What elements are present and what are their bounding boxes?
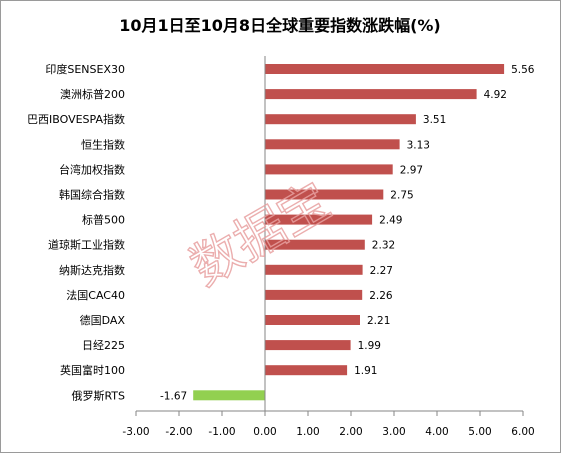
value-label-6: 2.49 [379, 215, 402, 227]
value-label-group: 5.56 4.92 3.51 3.13 2.97 2.75 2.49 2.32 2.27 2.26… [160, 64, 535, 402]
x-tick-label-5: 2.00 [339, 426, 362, 438]
value-label-13: -1.67 [160, 390, 187, 402]
bar-13 [193, 390, 265, 401]
x-axis: -3.00 -2.00 -1.00 0.00 1.00 2.00 3.00 4.00 5.00 6… [122, 410, 535, 438]
bar-8 [265, 264, 363, 275]
value-label-2: 3.51 [423, 114, 446, 126]
value-label-1: 4.92 [484, 89, 507, 101]
category-label-7: 道琼斯工业指数 [48, 238, 125, 252]
x-tick-label-3: 0.00 [253, 426, 276, 438]
category-label-11: 日经225 [82, 339, 125, 352]
bar-0 [265, 64, 505, 74]
value-label-10: 2.21 [367, 315, 390, 327]
value-label-12: 1.91 [354, 365, 377, 377]
bar-group [193, 64, 505, 401]
bar-4 [265, 164, 393, 175]
category-label-2: 巴西IBOVESPA指数 [27, 112, 125, 126]
value-label-3: 3.13 [407, 139, 430, 151]
x-tick-label-9: 6.00 [511, 426, 534, 438]
value-label-9: 2.26 [369, 290, 393, 302]
value-label-11: 1.99 [358, 340, 381, 352]
value-label-7: 2.32 [372, 240, 395, 252]
category-label-8: 纳斯达克指数 [59, 263, 125, 277]
value-label-0: 5.56 [511, 64, 535, 76]
chart-title: 10月1日至10月8日全球重要指数涨跌幅(%) [119, 16, 440, 35]
bar-6 [265, 214, 373, 225]
x-tick-label-8: 5.00 [468, 426, 491, 438]
x-tick-label-2: -1.00 [208, 426, 235, 438]
category-label-10: 德国DAX [80, 313, 126, 327]
category-label-group: 印度SENSEX30 澳洲标普200 巴西IBOVESPA指数恒生指数台湾加权指数韩… [27, 62, 125, 402]
category-label-12: 英国富时100 [60, 363, 125, 377]
category-label-3: 恒生指数 [81, 137, 125, 151]
value-label-5: 2.75 [390, 190, 413, 202]
bar-10 [265, 315, 360, 325]
bar-3 [265, 139, 400, 150]
bar-9 [265, 289, 363, 300]
category-label-9: 法国CAC40 [66, 288, 125, 302]
category-label-6: 标普500 [82, 213, 125, 227]
x-tick-label-4: 1.00 [296, 426, 319, 438]
bar-12 [265, 365, 348, 376]
value-label-4: 2.97 [400, 164, 423, 176]
category-label-5: 韩国综合指数 [59, 188, 125, 202]
x-tick-label-7: 4.00 [425, 426, 448, 438]
bar-11 [265, 340, 351, 351]
bar-1 [265, 89, 477, 100]
x-tick-label-6: 3.00 [382, 426, 405, 438]
category-label-1: 澳洲标普200 [60, 87, 125, 101]
category-label-13: 俄罗斯RTS [71, 389, 125, 402]
value-label-8: 2.27 [370, 265, 393, 277]
x-tick-label-1: -2.00 [165, 426, 192, 438]
watermark: 数据宝 [181, 172, 340, 297]
bar-7 [265, 239, 365, 250]
category-label-0: 印度SENSEX30 [45, 62, 125, 76]
x-tick-label-0: -3.00 [122, 426, 149, 438]
category-label-4: 台湾加权指数 [59, 162, 125, 176]
bar-2 [265, 114, 416, 125]
bar-5 [265, 189, 384, 200]
